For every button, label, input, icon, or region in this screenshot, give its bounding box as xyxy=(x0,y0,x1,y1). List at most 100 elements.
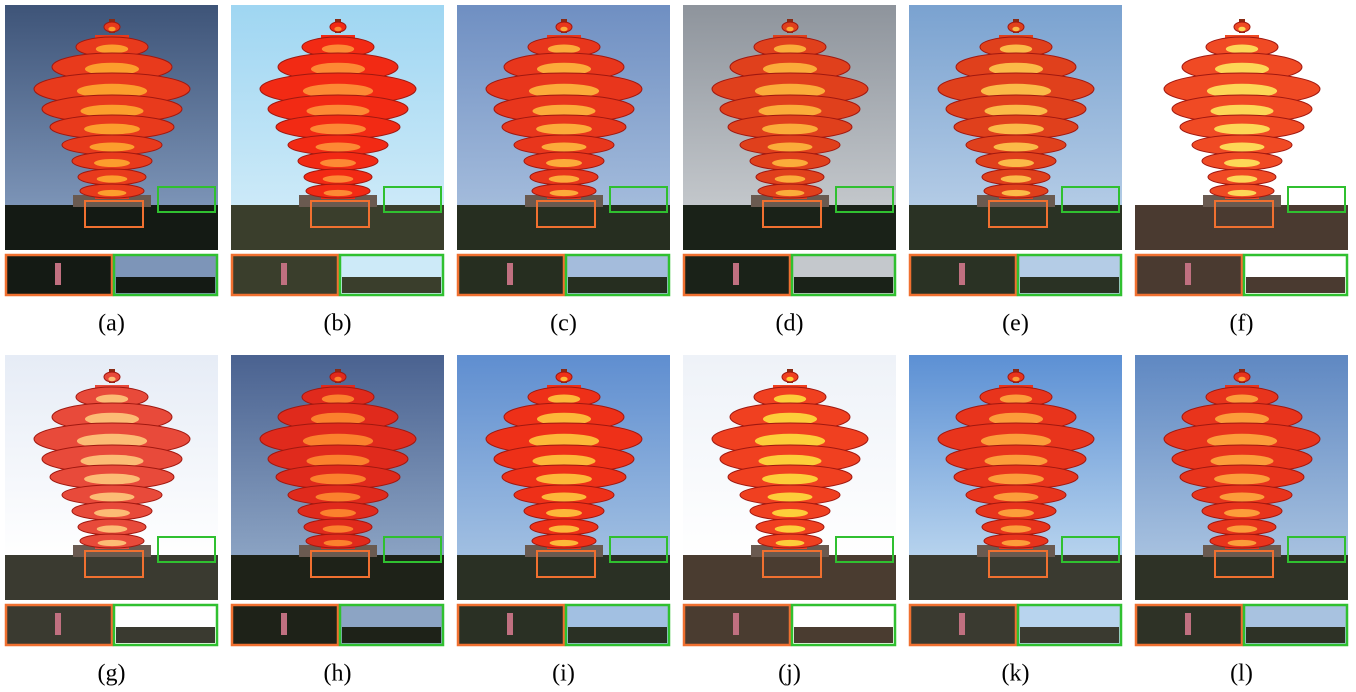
tower-glow xyxy=(546,509,582,517)
panel: (h) xyxy=(231,355,444,687)
inset-ground xyxy=(116,277,215,293)
tower-glow xyxy=(96,395,128,404)
tower-glow xyxy=(1220,143,1265,152)
inset-ground xyxy=(794,277,893,293)
tower-glow xyxy=(774,395,806,404)
tower-glow xyxy=(1228,190,1257,196)
inset-ground xyxy=(1246,627,1345,643)
tower-glow xyxy=(97,525,128,532)
panel: (f) xyxy=(1135,5,1348,337)
tower-glow xyxy=(1001,175,1032,182)
tower-glow xyxy=(310,474,366,485)
tower-glow xyxy=(316,493,361,502)
tower-glow xyxy=(1238,27,1245,32)
tower-glow xyxy=(316,143,361,152)
inset-ground xyxy=(794,627,893,643)
inset-figure xyxy=(281,263,287,285)
tower-glow xyxy=(1226,395,1258,404)
tower-glow xyxy=(84,124,140,135)
tower-glow xyxy=(1228,540,1257,546)
tower-glow xyxy=(1226,45,1258,54)
tower-glow xyxy=(322,395,354,404)
inset-ground xyxy=(342,277,441,293)
tower-glow xyxy=(560,377,567,382)
tower-glow xyxy=(998,159,1034,167)
tower-glow xyxy=(1001,525,1032,532)
panel: (i) xyxy=(457,355,670,687)
tower-glow xyxy=(998,509,1034,517)
panel: (b) xyxy=(231,5,444,337)
tower-glow xyxy=(1002,540,1031,546)
tower-glow xyxy=(548,395,580,404)
inset-ground xyxy=(568,627,667,643)
tower-glow xyxy=(775,175,806,182)
panel-caption: (d) xyxy=(776,311,804,337)
tower-glow xyxy=(94,509,130,517)
panel: (l) xyxy=(1135,355,1348,687)
tower-glow xyxy=(774,45,806,54)
inset-figure xyxy=(1185,613,1191,635)
tower-glow xyxy=(1238,377,1245,382)
inset-figure xyxy=(55,263,61,285)
tower-glow xyxy=(1214,474,1270,485)
inset-ground xyxy=(116,627,215,643)
tower-glow xyxy=(994,143,1039,152)
panel-caption: (j) xyxy=(778,661,801,687)
tower-glow xyxy=(324,540,353,546)
tower-glow xyxy=(1224,159,1260,167)
tower-glow xyxy=(334,377,341,382)
tower-glow xyxy=(1227,525,1258,532)
tower-glow xyxy=(322,45,354,54)
inset-figure xyxy=(507,263,513,285)
inset-ground xyxy=(1020,627,1119,643)
tower-glow xyxy=(548,45,580,54)
tower-glow xyxy=(988,474,1044,485)
tower-glow xyxy=(775,525,806,532)
tower-glow xyxy=(1214,124,1270,135)
tower-glow xyxy=(84,474,140,485)
tower-glow xyxy=(90,143,135,152)
tower-glow xyxy=(1012,27,1019,32)
panel: (g) xyxy=(5,355,218,687)
tower-glow xyxy=(560,27,567,32)
inset-figure xyxy=(507,613,513,635)
inset-figure xyxy=(733,263,739,285)
panel-caption: (f) xyxy=(1230,311,1254,337)
tower-glow xyxy=(542,493,587,502)
tower-glow xyxy=(776,190,805,196)
tower-glow xyxy=(1000,45,1032,54)
tower-glow xyxy=(772,159,808,167)
panel: (e) xyxy=(909,5,1122,337)
tower-glow xyxy=(97,175,128,182)
tower-glow xyxy=(549,525,580,532)
tower-glow xyxy=(1000,395,1032,404)
panel-caption: (k) xyxy=(1002,661,1030,687)
tower-glow xyxy=(320,509,356,517)
tower-glow xyxy=(550,190,579,196)
panel: (j) xyxy=(683,355,896,687)
panel: (a) xyxy=(5,5,218,337)
inset-ground xyxy=(1246,277,1345,293)
tower-glow xyxy=(1220,493,1265,502)
tower-glow xyxy=(310,124,366,135)
inset-figure xyxy=(733,613,739,635)
tower-glow xyxy=(550,540,579,546)
tower-glow xyxy=(1002,190,1031,196)
inset-figure xyxy=(55,613,61,635)
inset-figure xyxy=(281,613,287,635)
tower-glow xyxy=(98,540,127,546)
tower-glow xyxy=(334,27,341,32)
tower-glow xyxy=(786,27,793,32)
inset-figure xyxy=(959,263,965,285)
tower-glow xyxy=(786,377,793,382)
tower-glow xyxy=(768,493,813,502)
panel-caption: (h) xyxy=(324,661,352,687)
tower-glow xyxy=(323,525,354,532)
tower-glow xyxy=(94,159,130,167)
inset-ground xyxy=(1020,277,1119,293)
tower-glow xyxy=(762,474,818,485)
tower-glow xyxy=(546,159,582,167)
inset-ground xyxy=(568,277,667,293)
tower-glow xyxy=(536,474,592,485)
inset-figure xyxy=(959,613,965,635)
